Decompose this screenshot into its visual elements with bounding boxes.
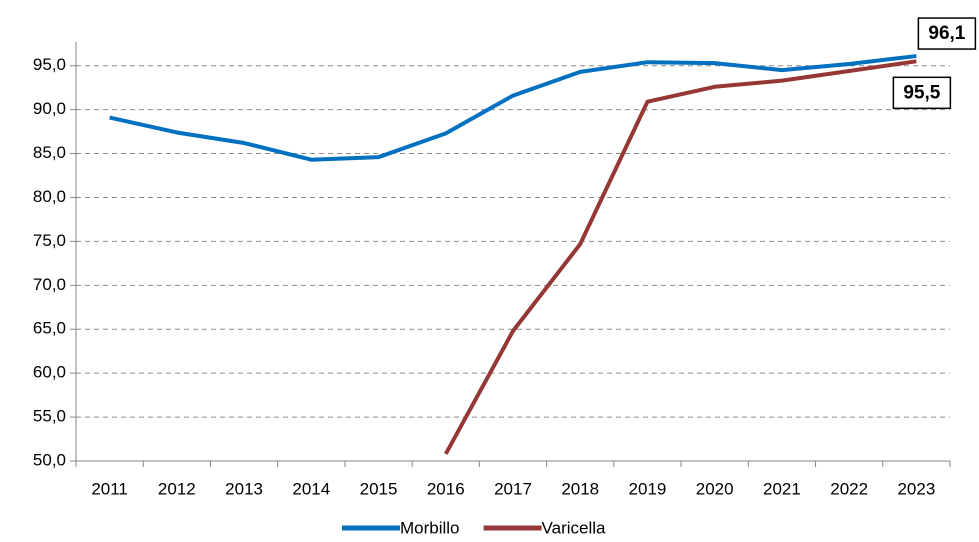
x-tick-label: 2015 xyxy=(360,479,398,498)
y-tick-label: 95,0 xyxy=(33,55,66,74)
y-tick-label: 60,0 xyxy=(33,363,66,382)
legend-label: Varicella xyxy=(542,518,606,537)
x-tick-label: 2021 xyxy=(763,479,801,498)
y-tick-label: 75,0 xyxy=(33,231,66,250)
y-tick-label: 65,0 xyxy=(33,319,66,338)
x-tick-label: 2016 xyxy=(427,479,465,498)
y-tick-label: 50,0 xyxy=(33,450,66,469)
x-tick-label: 2022 xyxy=(830,479,868,498)
series-line xyxy=(444,59,917,455)
series-line xyxy=(109,54,917,162)
data-label-box xyxy=(917,17,977,50)
y-tick-label: 55,0 xyxy=(33,407,66,426)
x-tick-label: 2017 xyxy=(494,479,532,498)
y-tick-label: 85,0 xyxy=(33,143,66,162)
data-label: 96,1 xyxy=(928,23,965,44)
y-tick-label: 90,0 xyxy=(33,99,66,118)
data-label: 95,5 xyxy=(903,82,940,103)
x-tick-label: 2023 xyxy=(897,479,935,498)
x-tick-label: 2012 xyxy=(158,479,196,498)
data-label-box xyxy=(892,76,952,110)
x-tick-label: 2013 xyxy=(225,479,263,498)
y-tick-label: 70,0 xyxy=(33,275,66,294)
x-tick-label: 2019 xyxy=(629,479,667,498)
x-tick-label: 2018 xyxy=(561,479,599,498)
x-tick-label: 2020 xyxy=(696,479,734,498)
legend-label: Morbillo xyxy=(400,518,460,537)
x-tick-label: 2011 xyxy=(91,479,128,498)
x-tick-label: 2014 xyxy=(292,479,330,498)
y-tick-label: 80,0 xyxy=(33,187,66,206)
